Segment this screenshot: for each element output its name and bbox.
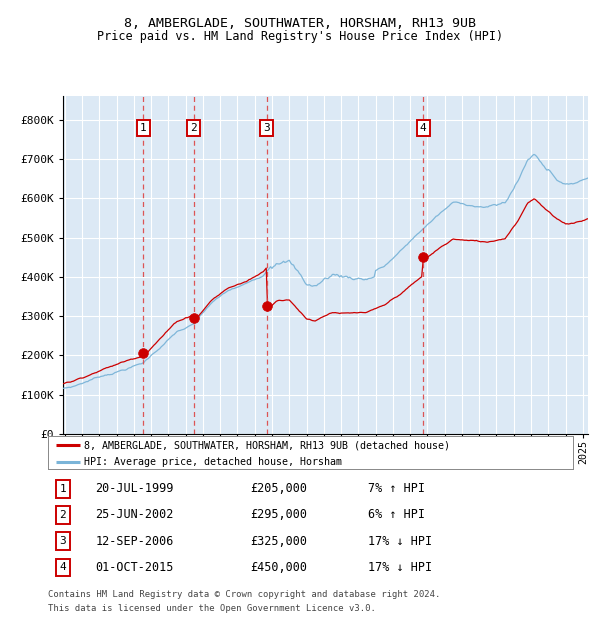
Text: 3: 3 [59,536,66,546]
Text: 8, AMBERGLADE, SOUTHWATER, HORSHAM, RH13 9UB: 8, AMBERGLADE, SOUTHWATER, HORSHAM, RH13… [124,17,476,30]
Text: Contains HM Land Registry data © Crown copyright and database right 2024.: Contains HM Land Registry data © Crown c… [48,590,440,600]
Text: This data is licensed under the Open Government Licence v3.0.: This data is licensed under the Open Gov… [48,604,376,613]
Text: 17% ↓ HPI: 17% ↓ HPI [368,534,433,547]
Text: 01-OCT-2015: 01-OCT-2015 [95,560,173,574]
Text: 2: 2 [59,510,66,520]
Text: 1: 1 [140,123,146,133]
Text: 4: 4 [59,562,66,572]
Text: 12-SEP-2006: 12-SEP-2006 [95,534,173,547]
Text: 6% ↑ HPI: 6% ↑ HPI [368,508,425,521]
Text: £205,000: £205,000 [250,482,307,495]
Text: 4: 4 [419,123,427,133]
Text: 25-JUN-2002: 25-JUN-2002 [95,508,173,521]
Text: £295,000: £295,000 [250,508,307,521]
Text: 3: 3 [263,123,270,133]
Text: 8, AMBERGLADE, SOUTHWATER, HORSHAM, RH13 9UB (detached house): 8, AMBERGLADE, SOUTHWATER, HORSHAM, RH13… [84,440,450,450]
Text: £325,000: £325,000 [250,534,307,547]
Text: Price paid vs. HM Land Registry's House Price Index (HPI): Price paid vs. HM Land Registry's House … [97,30,503,43]
Text: 17% ↓ HPI: 17% ↓ HPI [368,560,433,574]
Text: 2: 2 [191,123,197,133]
Text: £450,000: £450,000 [250,560,307,574]
Text: 7% ↑ HPI: 7% ↑ HPI [368,482,425,495]
Text: 20-JUL-1999: 20-JUL-1999 [95,482,173,495]
Text: 1: 1 [59,484,66,494]
Text: HPI: Average price, detached house, Horsham: HPI: Average price, detached house, Hors… [84,456,342,467]
